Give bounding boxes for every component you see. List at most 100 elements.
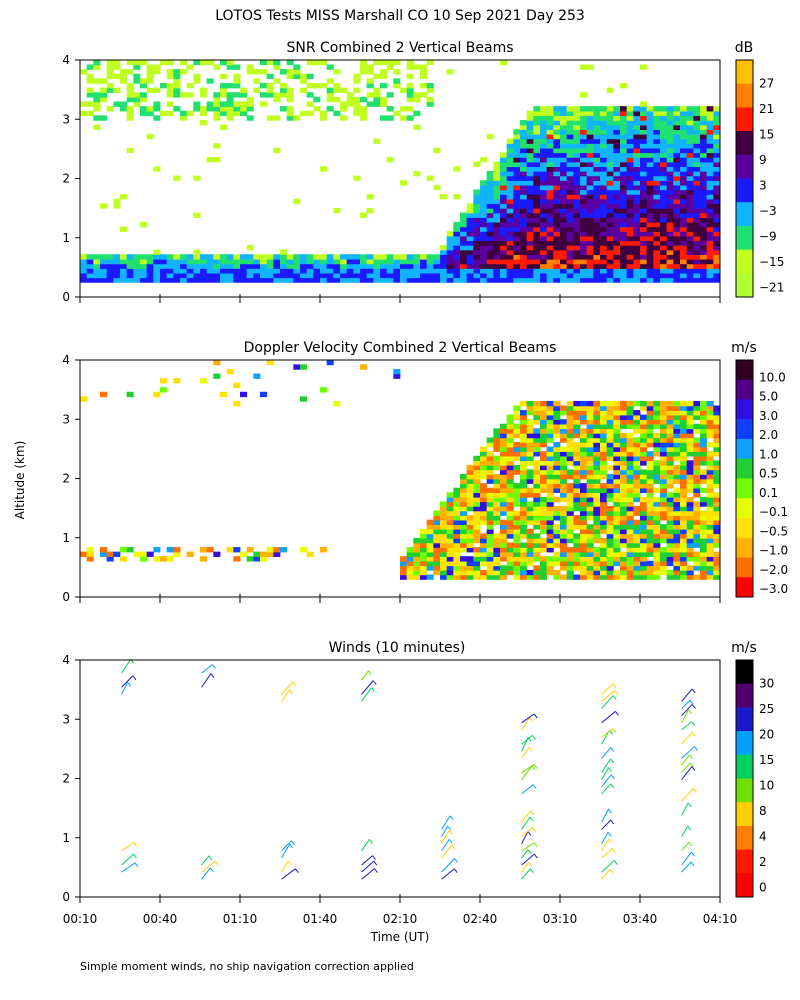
snr-cell xyxy=(206,157,214,163)
doppler-cell xyxy=(613,405,621,411)
wind-barb-flag xyxy=(609,868,614,874)
snr-cell xyxy=(233,268,241,274)
snr-cell xyxy=(500,189,508,195)
doppler-cell xyxy=(640,537,648,544)
wind-barb xyxy=(601,710,616,724)
doppler-cell xyxy=(493,556,501,562)
snr-cell xyxy=(140,263,148,269)
snr-cell xyxy=(713,194,721,200)
snr-cell xyxy=(86,78,94,84)
doppler-cell xyxy=(513,560,521,567)
snr-cell xyxy=(520,258,528,265)
doppler-cell xyxy=(420,537,428,544)
doppler-cell xyxy=(540,405,548,411)
snr-cell xyxy=(206,268,214,274)
doppler-cell xyxy=(653,505,661,512)
doppler-cell xyxy=(646,460,654,466)
doppler-cell xyxy=(633,528,641,535)
snr-cell xyxy=(200,268,208,274)
doppler-cell xyxy=(546,428,554,434)
snr-cell xyxy=(606,258,614,265)
snr-cell xyxy=(666,268,674,274)
snr-cell xyxy=(246,106,254,112)
doppler-cell xyxy=(626,524,634,530)
snr-cell xyxy=(253,78,261,84)
snr-cell xyxy=(560,272,568,279)
wind-barb-flag xyxy=(528,862,532,867)
doppler-cell xyxy=(553,524,561,530)
snr-cell xyxy=(346,101,354,107)
doppler-cell xyxy=(486,519,494,526)
snr-cell xyxy=(706,161,714,168)
snr-cell xyxy=(393,258,401,265)
snr-cell xyxy=(493,249,501,255)
snr-cell xyxy=(620,272,628,279)
wind-barb xyxy=(281,843,291,859)
snr-cell xyxy=(406,263,414,269)
snr-cell xyxy=(386,277,394,283)
doppler-cell xyxy=(520,478,528,484)
wind-barb-flag xyxy=(687,802,692,808)
doppler-cell xyxy=(626,496,634,503)
snr-cell xyxy=(440,254,448,260)
snr-cell xyxy=(506,152,514,158)
snr-cell xyxy=(713,189,721,195)
snr-cell xyxy=(546,143,554,149)
doppler-cell xyxy=(646,519,654,526)
snr-cell xyxy=(580,143,588,149)
doppler-cell xyxy=(526,478,534,484)
snr-cell xyxy=(193,268,201,274)
snr-cell xyxy=(533,240,541,246)
snr-cell xyxy=(293,73,301,80)
snr-cell xyxy=(320,59,328,66)
doppler-cell xyxy=(580,533,588,539)
doppler-cell xyxy=(693,510,701,516)
snr-cell xyxy=(413,258,421,265)
snr-cell xyxy=(126,87,134,93)
snr-cell xyxy=(586,115,594,121)
doppler-cell xyxy=(700,428,708,434)
snr-cell xyxy=(713,249,721,255)
doppler-cell xyxy=(566,437,574,443)
snr-cell xyxy=(706,221,714,228)
snr-cell xyxy=(106,82,114,89)
doppler-cell xyxy=(280,547,288,553)
doppler-cell xyxy=(626,419,634,425)
doppler-cell xyxy=(633,492,641,498)
snr-cell xyxy=(586,258,594,265)
doppler-cell xyxy=(606,487,614,494)
doppler-cell xyxy=(546,556,554,562)
snr-cell xyxy=(613,189,621,195)
snr-cell xyxy=(600,170,608,177)
doppler-cell xyxy=(473,533,481,539)
snr-cell xyxy=(580,268,588,274)
doppler-cell xyxy=(713,556,721,562)
doppler-cell xyxy=(533,510,541,516)
snr-cell xyxy=(133,268,141,274)
snr-cell xyxy=(113,59,121,66)
snr-cell xyxy=(233,82,241,89)
snr-cell xyxy=(406,73,414,80)
snr-cell xyxy=(500,226,508,232)
snr-cell xyxy=(533,221,541,228)
snr-cell xyxy=(353,175,361,181)
snr-cell xyxy=(466,277,474,283)
snr-cell xyxy=(273,115,281,121)
doppler-cell xyxy=(513,492,521,498)
snr-cell xyxy=(566,217,574,223)
doppler-cell xyxy=(560,556,568,562)
wind-barb xyxy=(681,688,693,702)
snr-cell xyxy=(360,258,368,265)
snr-cell xyxy=(486,277,494,283)
snr-cell xyxy=(626,212,634,218)
snr-cell xyxy=(586,212,594,218)
doppler-cell xyxy=(500,473,508,480)
doppler-cell xyxy=(513,528,521,535)
snr-cell xyxy=(680,138,688,144)
doppler-cell xyxy=(640,510,648,516)
doppler-cell xyxy=(506,515,514,521)
snr-cell xyxy=(546,120,554,126)
snr-cell xyxy=(166,73,174,80)
snr-cell xyxy=(673,258,681,265)
snr-cell xyxy=(500,231,508,237)
